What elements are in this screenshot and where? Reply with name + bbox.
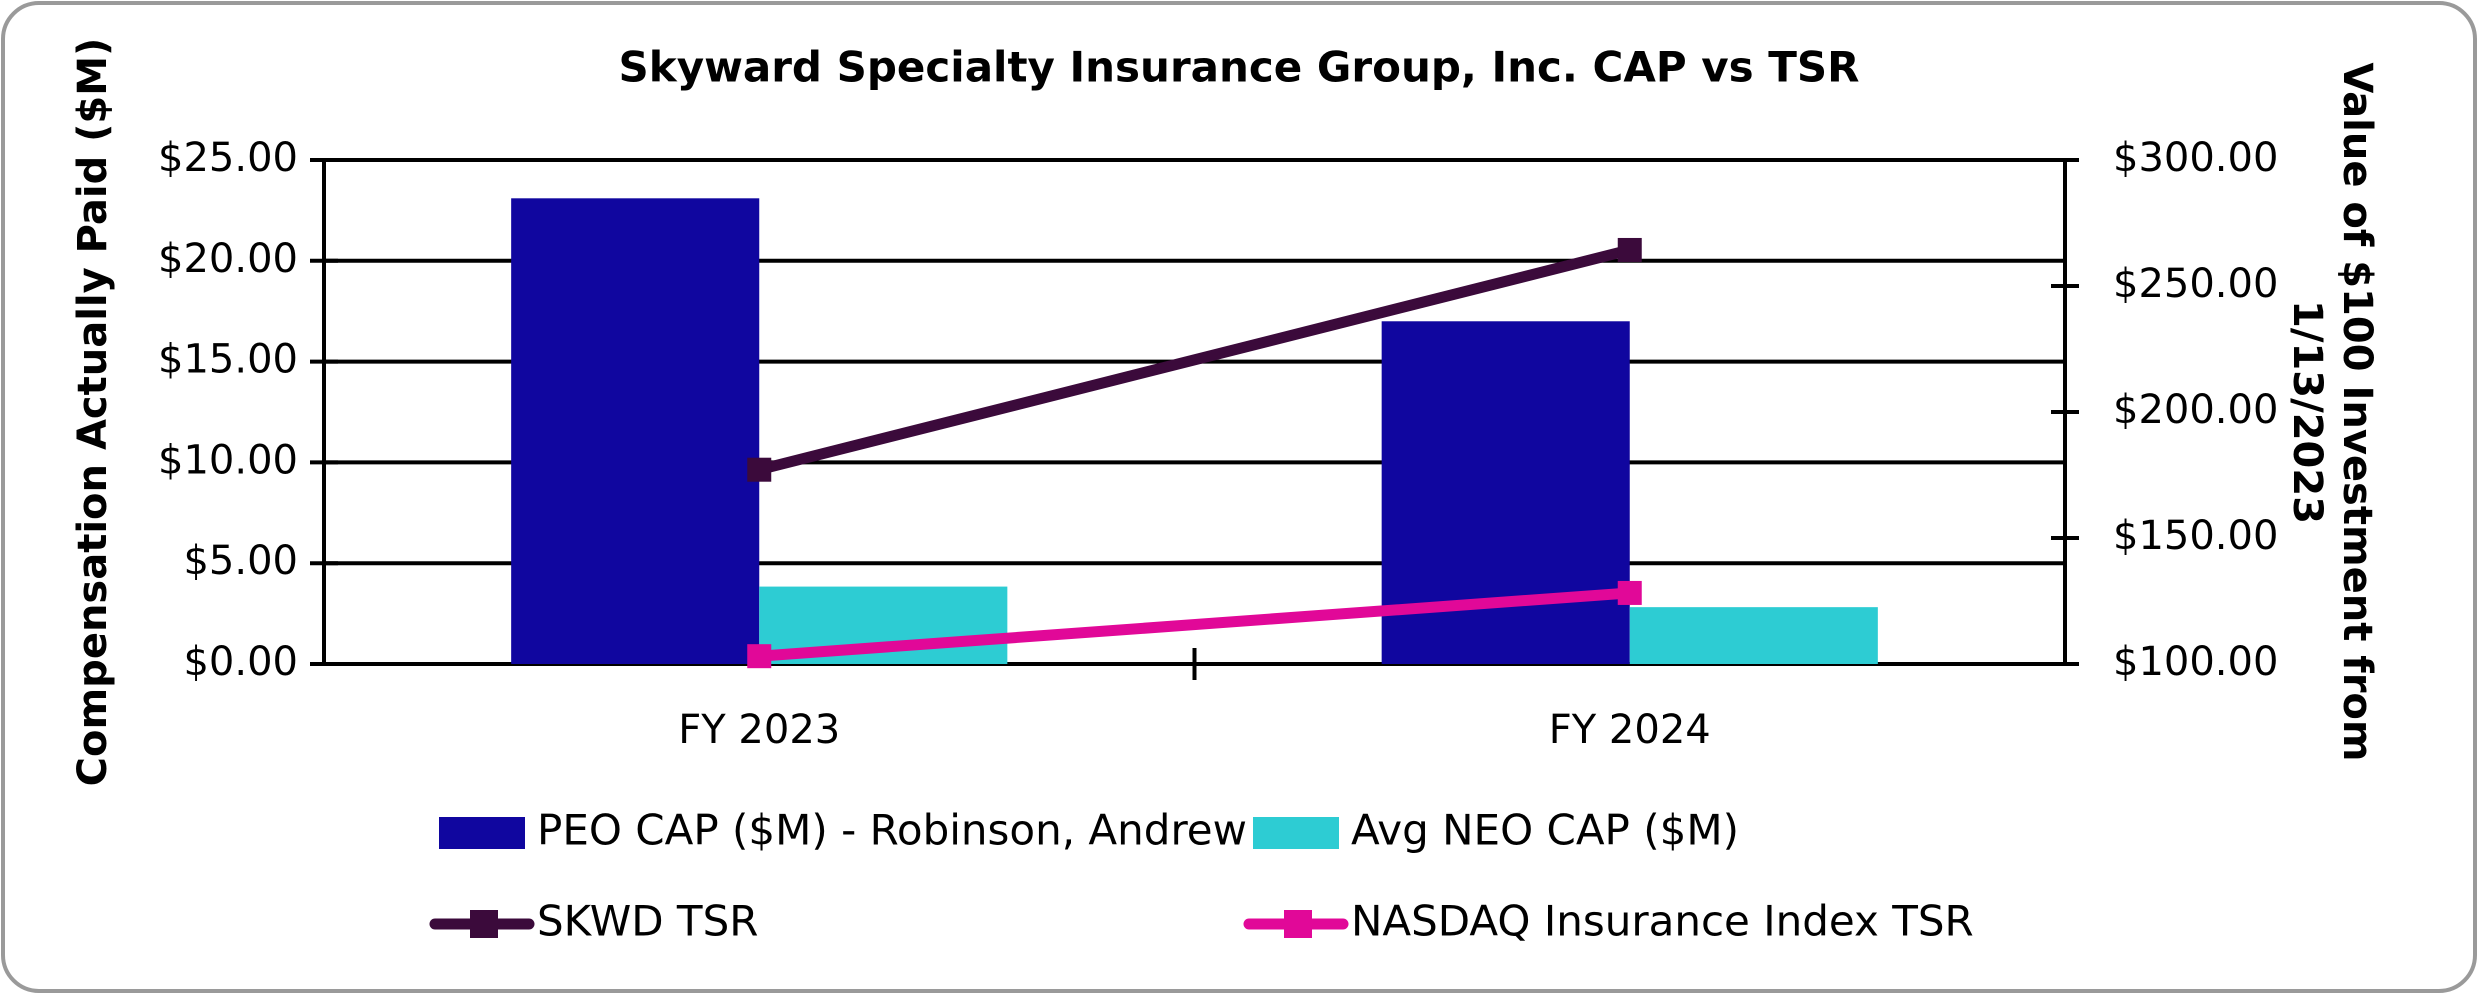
- legend-swatch: [470, 910, 498, 938]
- y2-axis-label: 1/13/2023: [2284, 300, 2330, 524]
- marker: [1617, 580, 1642, 605]
- legend-label: PEO CAP ($M) - Robinson, Andrew: [537, 806, 1247, 855]
- x-tick-label: FY 2024: [1549, 707, 1711, 753]
- y2-tick-label: $250.00: [2113, 261, 2278, 307]
- y-tick-label: $10.00: [158, 437, 298, 483]
- marker: [1617, 237, 1642, 262]
- legend-swatch: [439, 817, 525, 849]
- y-tick-label: $0.00: [183, 639, 298, 685]
- y2-tick-label: $300.00: [2113, 135, 2278, 181]
- y2-tick-label: $200.00: [2113, 387, 2278, 433]
- line: [758, 587, 1631, 662]
- marker: [747, 644, 772, 669]
- chart-title: Skyward Specialty Insurance Group, Inc. …: [619, 43, 1860, 92]
- y-tick-label: $20.00: [158, 236, 298, 282]
- legend-label: Avg NEO CAP ($M): [1351, 806, 1739, 855]
- y2-tick-label: $100.00: [2113, 639, 2278, 685]
- y-tick-label: $5.00: [183, 538, 298, 584]
- y-tick-label: $25.00: [158, 135, 298, 181]
- legend-label: NASDAQ Insurance Index TSR: [1351, 897, 1974, 946]
- y-axis-label: Compensation Actually Paid ($M): [70, 38, 116, 787]
- legend-swatch: [1284, 910, 1312, 938]
- y-tick-label: $15.00: [158, 337, 298, 383]
- legend-swatch: [1253, 817, 1339, 849]
- x-tick-label: FY 2023: [678, 707, 840, 753]
- marker: [747, 457, 772, 482]
- bar: [1629, 607, 1878, 664]
- legend-label: SKWD TSR: [537, 897, 758, 946]
- bar: [511, 198, 760, 664]
- y2-tick-label: $150.00: [2113, 513, 2278, 559]
- y2-axis-label: Value of $100 Investment from: [2334, 62, 2380, 761]
- line: [757, 244, 1632, 476]
